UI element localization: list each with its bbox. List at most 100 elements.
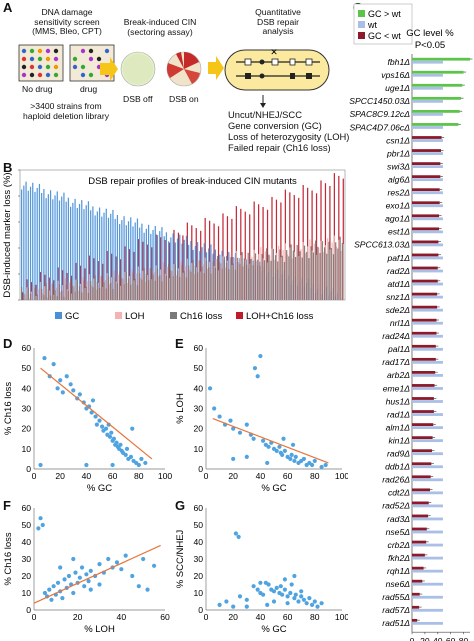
gene-bar xyxy=(412,579,423,583)
bar-loh xyxy=(280,257,282,300)
data-point xyxy=(89,410,94,415)
x-tick-label: 60 xyxy=(446,636,456,641)
bar-loh-ch16-loss xyxy=(266,209,269,300)
bar-ch16-loss xyxy=(241,252,243,300)
bar-loh xyxy=(271,248,273,300)
bar-gc xyxy=(116,215,119,300)
y-tick-label: 20 xyxy=(21,571,31,581)
data-point xyxy=(130,573,135,579)
data-point xyxy=(280,452,285,457)
gene-bar xyxy=(412,488,431,492)
bar-ch16-loss xyxy=(277,261,279,300)
data-point xyxy=(217,414,222,419)
wt-bar xyxy=(412,217,443,221)
bar-loh xyxy=(340,250,342,300)
data-point xyxy=(319,464,324,470)
bar-loh xyxy=(53,294,55,300)
bar-ch16-loss xyxy=(286,250,288,300)
wt-bar xyxy=(412,530,443,534)
bar-loh-ch16-loss xyxy=(128,249,131,300)
bar-ch16-loss xyxy=(245,264,248,300)
bar-loh xyxy=(213,266,215,300)
gene-label: nrl1Δ xyxy=(390,318,410,328)
dsb-on-label: DSB on xyxy=(169,94,199,104)
wt-bar xyxy=(412,595,443,599)
bar-loh-ch16-loss xyxy=(168,242,171,300)
bar-loh xyxy=(318,247,320,300)
down-arrow-icon xyxy=(260,95,266,108)
bar-gc xyxy=(43,189,45,300)
bar-loh xyxy=(82,276,84,300)
gene-label: hus1Δ xyxy=(386,396,411,406)
bar-gc xyxy=(183,239,185,300)
bar-ch16-loss xyxy=(96,281,98,300)
bar-loh xyxy=(197,260,200,300)
bar-loh xyxy=(73,286,75,300)
arrow-icon xyxy=(100,57,118,81)
data-point xyxy=(315,604,320,609)
data-point xyxy=(71,388,76,393)
data-point xyxy=(119,567,124,572)
gene-label: SPAC8C9.12cΔ xyxy=(349,109,410,119)
data-point xyxy=(280,592,285,597)
bar-ch16-loss xyxy=(306,251,308,300)
gene-label: csn1Δ xyxy=(386,135,410,145)
bar-loh xyxy=(55,287,57,300)
bar-gc xyxy=(121,220,123,300)
data-point xyxy=(88,587,93,592)
bar-ch16-loss xyxy=(239,264,241,300)
y-tick-label: 0 xyxy=(198,464,203,474)
bar-gc xyxy=(49,190,52,300)
bar-loh xyxy=(282,250,284,300)
bar-loh xyxy=(222,256,224,300)
bar-loh xyxy=(293,251,295,300)
gene-label: rqh1Δ xyxy=(387,566,410,576)
gene-label: rad52Δ xyxy=(382,501,410,511)
wt-bar xyxy=(412,491,443,495)
data-point xyxy=(255,374,260,379)
x-tick-label: 80 xyxy=(310,471,320,481)
bar-loh-ch16-loss xyxy=(53,280,55,300)
bar-loh-ch16-loss xyxy=(298,197,300,300)
bar-ch16-loss xyxy=(230,257,232,300)
bar-gc xyxy=(107,217,110,300)
gene-bar xyxy=(412,605,420,609)
bar-gc xyxy=(92,206,94,300)
cin-title-line: (sectoring assay) xyxy=(127,26,193,37)
bar-ch16-loss xyxy=(65,284,67,300)
bar-ch16-loss xyxy=(332,254,335,300)
gene-bar xyxy=(412,331,437,335)
bar-ch16-loss xyxy=(252,265,254,300)
gene-label: uge1Δ xyxy=(385,83,410,93)
bar-ch16-loss xyxy=(183,271,185,300)
data-point xyxy=(231,604,236,609)
bar-loh xyxy=(322,252,324,300)
data-point xyxy=(36,526,41,531)
colony-dot xyxy=(53,56,59,62)
wt-bar xyxy=(412,86,443,90)
x-tick-label: 40 xyxy=(256,612,266,622)
y-tick-label: 50 xyxy=(21,363,31,373)
bar-loh-ch16-loss xyxy=(275,199,278,300)
gene-label: alg6Δ xyxy=(388,174,410,184)
gene-label: alm1Δ xyxy=(386,422,411,432)
gene-bar xyxy=(412,462,432,466)
colony-dot xyxy=(96,56,102,62)
legend-label: LOH xyxy=(125,311,145,322)
bar-loh xyxy=(151,279,153,300)
data-point xyxy=(114,440,119,445)
bar-loh-ch16-loss xyxy=(311,190,313,300)
gene-bar xyxy=(412,96,461,100)
wt-bar xyxy=(412,152,443,155)
bar-ch16-loss xyxy=(194,266,196,300)
legend-label: Ch16 loss xyxy=(180,311,222,322)
arrow-icon xyxy=(208,56,224,80)
gene-bar xyxy=(412,305,438,309)
bar-loh xyxy=(48,290,50,300)
data-point xyxy=(107,434,113,439)
bar-gc xyxy=(159,231,161,300)
bar-loh-ch16-loss xyxy=(48,277,50,300)
bar-loh xyxy=(209,261,211,300)
bar-loh xyxy=(249,263,251,300)
gene-bar xyxy=(412,227,440,231)
